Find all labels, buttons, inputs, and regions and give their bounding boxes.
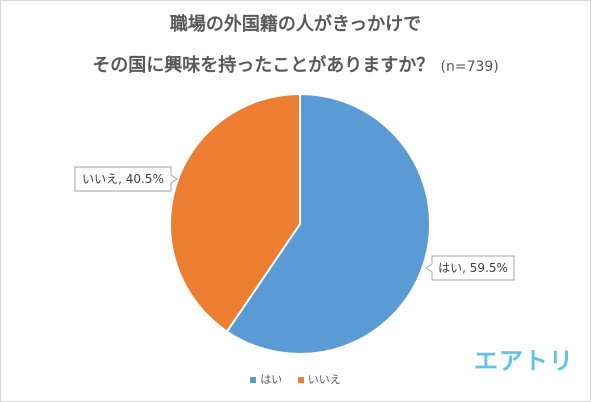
title-text-1: 職場の外国籍の人がきっかけで — [169, 14, 422, 35]
svg-text:いいえ, 40.5%: いいえ, 40.5% — [82, 172, 164, 186]
legend-item-no: いいえ — [297, 371, 341, 387]
svg-text:はい, 59.5%: はい, 59.5% — [438, 261, 508, 275]
legend-label-no: いいえ — [307, 373, 341, 386]
legend-swatch-yes — [250, 377, 257, 383]
airtrip-logo: エアトリ — [474, 347, 574, 375]
legend-item-yes: はい — [250, 371, 282, 387]
legend-swatch-no — [297, 377, 304, 383]
sample-size-note: (n=739) — [440, 59, 499, 75]
chart-legend: はい いいえ — [0, 371, 591, 387]
chart-title-line-2: その国に興味を持ったことがありますか？ (n=739) — [0, 51, 591, 77]
pie-slice-yes — [225, 92, 431, 355]
legend-label-yes: はい — [260, 373, 283, 386]
pie-slice-no — [169, 92, 301, 333]
title-text-2: その国に興味を持ったことがありますか？ — [92, 55, 435, 76]
chart-title-line-1: 職場の外国籍の人がきっかけで — [0, 10, 591, 36]
data-label-no: いいえ, 40.5% — [74, 166, 178, 192]
data-label-yes: はい, 59.5% — [425, 255, 515, 281]
